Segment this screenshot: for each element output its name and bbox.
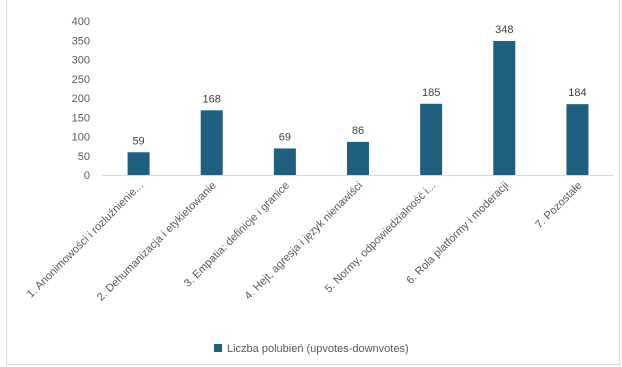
category-label: 1. Anonimowości i rozluźnienie... bbox=[25, 180, 146, 301]
bar bbox=[200, 110, 223, 175]
chart-frame bbox=[6, 0, 620, 365]
legend: Liczba polubień (upvotes-downvotes) bbox=[214, 343, 409, 355]
bar bbox=[493, 41, 516, 175]
y-tick-label: 0 bbox=[84, 170, 90, 182]
data-label: 69 bbox=[279, 131, 291, 143]
y-tick-label: 300 bbox=[72, 55, 90, 67]
category-labels: 1. Anonimowości i rozluźnienie...2. Dehu… bbox=[25, 180, 585, 304]
category-label: 7. Pozostałe bbox=[533, 180, 584, 231]
legend-label: Liczba polubień (upvotes-downvotes) bbox=[227, 343, 409, 355]
y-tick-label: 100 bbox=[72, 132, 90, 144]
bar bbox=[273, 148, 296, 175]
category-label: 4. Hejt, agresja i język nienawiści bbox=[243, 180, 366, 303]
data-label: 59 bbox=[132, 135, 144, 147]
data-label: 185 bbox=[422, 87, 440, 99]
y-tick-label: 400 bbox=[72, 16, 90, 28]
data-label: 348 bbox=[495, 24, 513, 36]
y-tick-label: 150 bbox=[72, 112, 90, 124]
data-labels: 59 168 69 86 185 348 184 bbox=[132, 24, 586, 147]
legend-swatch bbox=[214, 344, 222, 352]
y-tick-label: 200 bbox=[72, 93, 90, 105]
y-axis-ticks: 0 50 100 150 200 250 300 350 400 bbox=[72, 16, 90, 182]
data-label: 184 bbox=[568, 87, 586, 99]
bar bbox=[127, 152, 150, 175]
bar bbox=[420, 103, 443, 175]
y-tick-label: 50 bbox=[78, 151, 90, 163]
y-tick-label: 250 bbox=[72, 74, 90, 86]
data-label: 86 bbox=[352, 125, 364, 137]
bar bbox=[566, 104, 589, 175]
bars bbox=[127, 41, 589, 175]
bar bbox=[347, 141, 369, 175]
y-tick-label: 350 bbox=[72, 35, 90, 47]
data-label: 168 bbox=[203, 93, 221, 105]
category-label: 2. Dehumanizacja i etykietowanie bbox=[95, 180, 219, 304]
